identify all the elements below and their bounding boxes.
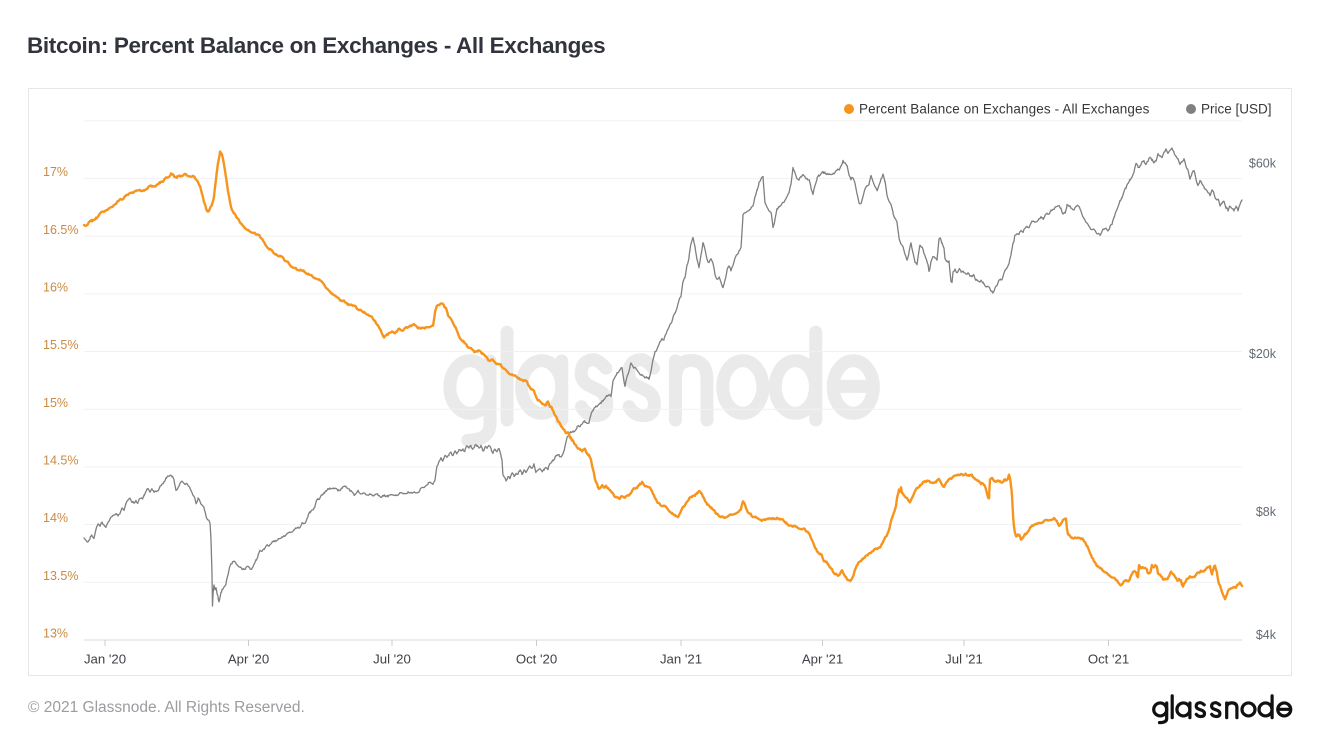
svg-text:16%: 16% [43, 281, 68, 295]
svg-text:$60k: $60k [1249, 156, 1277, 170]
svg-text:17%: 17% [43, 165, 68, 179]
svg-text:Oct '20: Oct '20 [516, 652, 557, 667]
svg-text:Jan '21: Jan '21 [660, 652, 702, 667]
svg-text:Percent Balance on Exchanges -: Percent Balance on Exchanges - All Excha… [859, 102, 1150, 117]
svg-text:Jan '20: Jan '20 [84, 652, 126, 667]
svg-text:15.5%: 15.5% [43, 338, 78, 352]
svg-text:$20k: $20k [1249, 347, 1277, 361]
svg-text:16.5%: 16.5% [43, 223, 78, 237]
svg-text:14%: 14% [43, 511, 68, 525]
svg-text:13%: 13% [43, 627, 68, 641]
svg-text:Price [USD]: Price [USD] [1201, 102, 1272, 117]
svg-text:© 2021 Glassnode. All Rights R: © 2021 Glassnode. All Rights Reserved. [28, 699, 305, 716]
svg-text:Apr '21: Apr '21 [802, 652, 843, 667]
svg-text:$8k: $8k [1256, 505, 1277, 519]
svg-text:13.5%: 13.5% [43, 569, 78, 583]
svg-text:Bitcoin: Percent Balance on Ex: Bitcoin: Percent Balance on Exchanges - … [27, 33, 605, 58]
svg-text:Jul '21: Jul '21 [945, 652, 983, 667]
svg-text:14.5%: 14.5% [43, 454, 78, 468]
svg-text:Apr '20: Apr '20 [228, 652, 269, 667]
svg-text:Jul '20: Jul '20 [373, 652, 411, 667]
svg-text:Oct '21: Oct '21 [1088, 652, 1129, 667]
svg-text:$4k: $4k [1256, 628, 1277, 642]
svg-text:15%: 15% [43, 396, 68, 410]
